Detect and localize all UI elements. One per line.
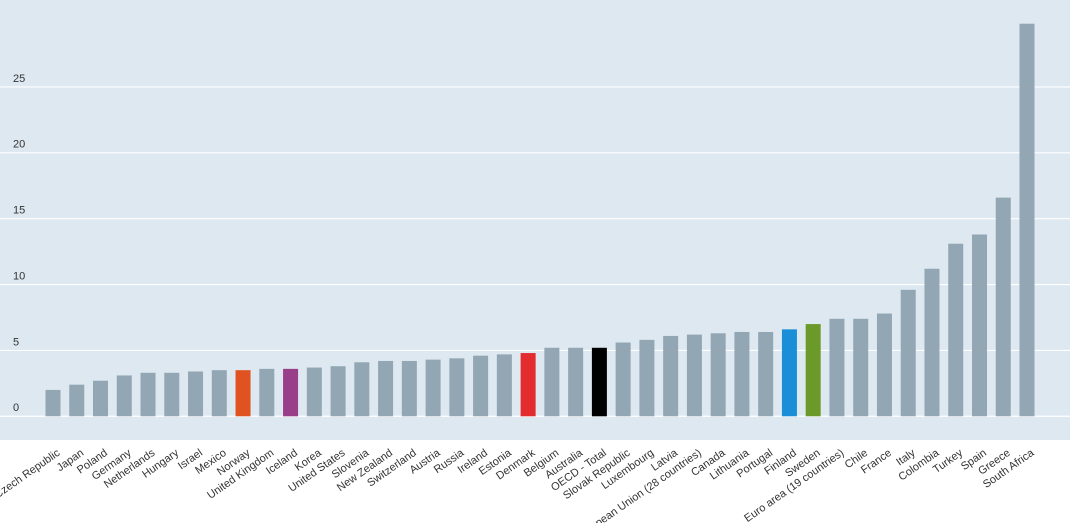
bar: [853, 318, 869, 417]
x-tick-label: Czech Republic: [0, 447, 63, 501]
bar: [378, 360, 394, 417]
bar: [876, 313, 892, 417]
bar: [45, 389, 61, 417]
bar: [259, 368, 275, 417]
bar: [544, 347, 560, 417]
bar: [425, 359, 441, 417]
bar: [781, 329, 797, 417]
bar: [568, 347, 584, 417]
bar: [686, 334, 702, 417]
bar: [805, 324, 821, 417]
bar: [164, 372, 180, 417]
bar: [663, 335, 679, 417]
bar: [615, 342, 631, 417]
y-tick-label: 20: [13, 139, 25, 151]
bar: [1019, 23, 1035, 417]
y-tick-label: 5: [13, 336, 19, 348]
bar: [306, 367, 322, 417]
bar: [283, 368, 299, 417]
bar: [354, 362, 370, 417]
bar: [140, 372, 156, 417]
bar: [211, 370, 227, 417]
y-tick-label: 10: [13, 270, 25, 282]
bar: [235, 370, 251, 417]
bar: [829, 318, 845, 417]
bar: [995, 197, 1011, 417]
bar: [116, 375, 132, 417]
bar: [401, 360, 417, 417]
bar: [971, 234, 987, 417]
bar: [710, 333, 726, 417]
bar: [69, 384, 85, 417]
bar: [520, 353, 536, 417]
bar: [900, 289, 916, 417]
bar: [330, 366, 346, 417]
bar: [639, 339, 655, 417]
bar: [188, 371, 204, 417]
bar: [758, 331, 774, 417]
bar: [591, 347, 607, 417]
y-tick-label: 0: [13, 402, 19, 414]
bar: [734, 331, 750, 417]
bar: [948, 243, 964, 417]
bar: [449, 358, 465, 417]
bar: [473, 355, 489, 417]
y-tick-label: 15: [13, 205, 25, 217]
bar: [93, 380, 109, 417]
y-tick-label: 25: [13, 73, 25, 85]
bar: [496, 354, 512, 417]
bar: [924, 268, 940, 417]
